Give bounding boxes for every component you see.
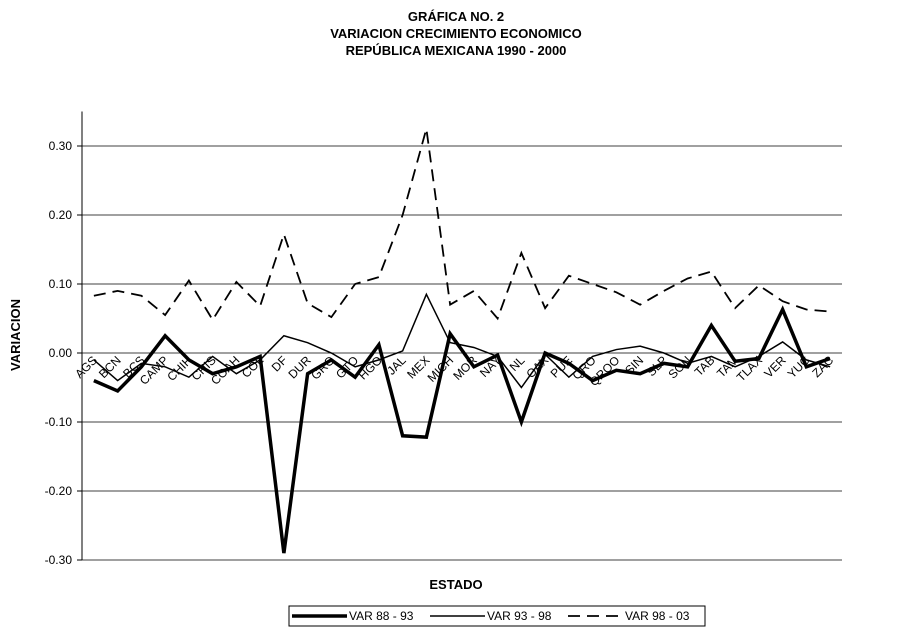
x-tick-label: VER	[761, 353, 789, 381]
y-tick-label: -0.30	[45, 553, 73, 567]
y-tick-label: 0.30	[49, 139, 73, 153]
y-tick-label: 0.00	[49, 346, 73, 360]
y-tick-label: 0.20	[49, 208, 73, 222]
series-line	[93, 305, 831, 554]
y-tick-label: 0.10	[49, 277, 73, 291]
x-tick-label: BCN	[96, 353, 124, 381]
chart-title: GRÁFICA NO. 2	[408, 9, 504, 24]
x-tick-label: GRO	[308, 353, 337, 382]
legend-label: VAR 93 - 98	[487, 609, 552, 623]
x-tick-label: DUR	[285, 353, 314, 382]
chart-title: VARIACION CRECIMIENTO ECONOMICO	[330, 26, 582, 41]
x-tick-label: AGS	[72, 353, 100, 381]
chart-title: REPÚBLICA MEXICANA 1990 - 2000	[346, 43, 567, 58]
series-line	[93, 292, 831, 389]
legend-label: VAR 98 - 03	[625, 609, 690, 623]
legend-label: VAR 88 - 93	[349, 609, 414, 623]
legend-box	[288, 605, 706, 627]
x-tick-label: ZAC	[809, 353, 836, 380]
y-axis-label: VARIACION	[8, 299, 23, 371]
y-tick-label: -0.20	[45, 484, 73, 498]
series-line	[93, 128, 831, 322]
y-tick-label: -0.10	[45, 415, 73, 429]
x-axis-label: ESTADO	[429, 577, 482, 592]
